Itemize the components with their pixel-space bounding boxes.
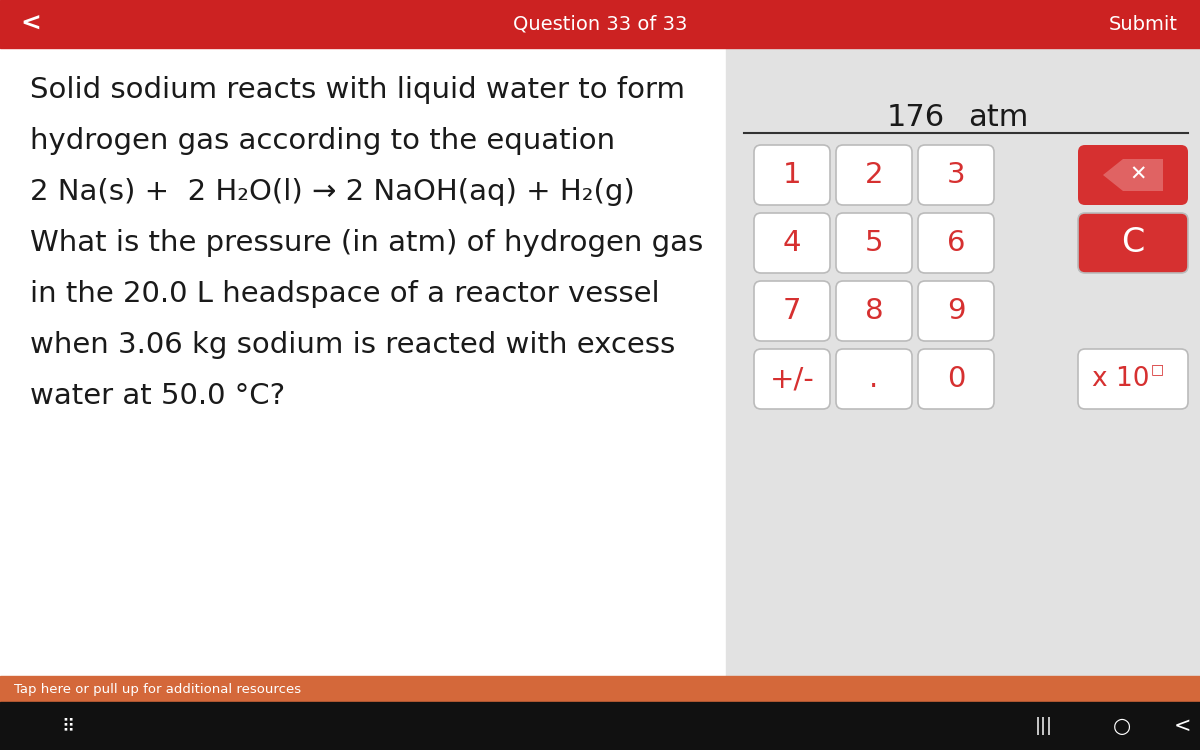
Text: ⠿: ⠿ xyxy=(61,717,74,735)
Text: □: □ xyxy=(1151,362,1164,376)
FancyBboxPatch shape xyxy=(754,213,830,273)
FancyBboxPatch shape xyxy=(918,349,994,409)
Text: when 3.06 kg sodium is reacted with excess: when 3.06 kg sodium is reacted with exce… xyxy=(30,331,676,359)
Bar xyxy=(726,48,1200,676)
FancyBboxPatch shape xyxy=(754,145,830,205)
Text: 2: 2 xyxy=(865,161,883,189)
Text: water at 50.0 °C?: water at 50.0 °C? xyxy=(30,382,286,410)
FancyBboxPatch shape xyxy=(836,281,912,341)
Text: 3: 3 xyxy=(947,161,965,189)
Text: <: < xyxy=(1174,716,1190,736)
Text: 0: 0 xyxy=(947,365,965,393)
Text: C: C xyxy=(1121,226,1145,260)
Text: +/-: +/- xyxy=(769,365,815,393)
FancyBboxPatch shape xyxy=(918,145,994,205)
Text: Solid sodium reacts with liquid water to form: Solid sodium reacts with liquid water to… xyxy=(30,76,685,104)
FancyBboxPatch shape xyxy=(1078,145,1188,205)
FancyBboxPatch shape xyxy=(754,349,830,409)
FancyBboxPatch shape xyxy=(836,145,912,205)
Text: hydrogen gas according to the equation: hydrogen gas according to the equation xyxy=(30,127,616,155)
FancyBboxPatch shape xyxy=(836,349,912,409)
Text: ✕: ✕ xyxy=(1129,165,1147,185)
Text: 5: 5 xyxy=(865,229,883,257)
Text: 1: 1 xyxy=(782,161,802,189)
FancyBboxPatch shape xyxy=(918,281,994,341)
Text: <: < xyxy=(20,12,41,36)
Text: in the 20.0 L headspace of a reactor vessel: in the 20.0 L headspace of a reactor ves… xyxy=(30,280,660,308)
Bar xyxy=(0,0,1200,48)
Text: 7: 7 xyxy=(782,297,802,325)
Text: atm: atm xyxy=(968,103,1028,132)
Text: 9: 9 xyxy=(947,297,965,325)
FancyBboxPatch shape xyxy=(754,281,830,341)
FancyBboxPatch shape xyxy=(1078,349,1188,409)
Text: |||: ||| xyxy=(1034,717,1054,735)
Text: What is the pressure (in atm) of hydrogen gas: What is the pressure (in atm) of hydroge… xyxy=(30,229,703,257)
FancyBboxPatch shape xyxy=(918,213,994,273)
Text: ○: ○ xyxy=(1112,716,1132,736)
Text: 176: 176 xyxy=(887,103,946,132)
FancyBboxPatch shape xyxy=(1078,213,1188,273)
Text: x 10: x 10 xyxy=(1092,366,1150,392)
Text: Submit: Submit xyxy=(1109,14,1178,34)
Bar xyxy=(0,48,726,676)
Text: 6: 6 xyxy=(947,229,965,257)
Text: .: . xyxy=(869,365,878,393)
Bar xyxy=(0,702,1200,750)
Text: 8: 8 xyxy=(865,297,883,325)
Text: Question 33 of 33: Question 33 of 33 xyxy=(512,14,688,34)
FancyBboxPatch shape xyxy=(836,213,912,273)
Text: 2 Na(s) +  2 H₂O(l) → 2 NaOH(aq) + H₂(g): 2 Na(s) + 2 H₂O(l) → 2 NaOH(aq) + H₂(g) xyxy=(30,178,635,206)
Polygon shape xyxy=(1103,159,1163,191)
Text: 4: 4 xyxy=(782,229,802,257)
Bar xyxy=(0,676,1200,702)
Text: Tap here or pull up for additional resources: Tap here or pull up for additional resou… xyxy=(14,682,301,695)
